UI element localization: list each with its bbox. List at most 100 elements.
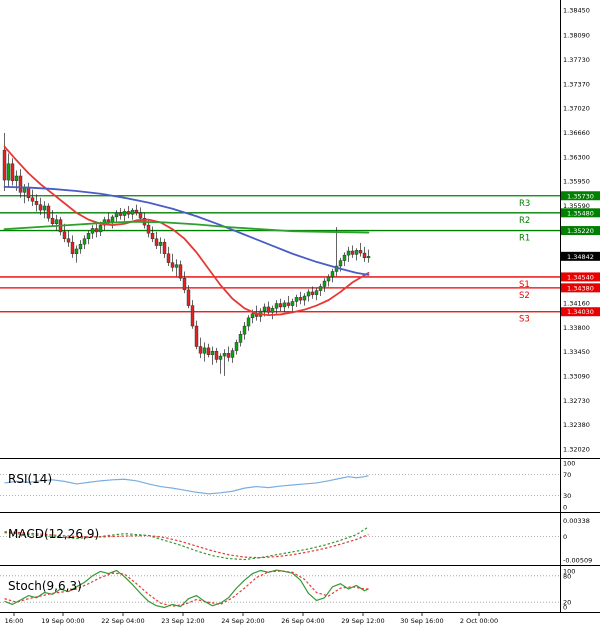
candle-body-down (50, 218, 55, 224)
price-badge-resistance (561, 191, 600, 201)
level-label-r3: R3 (519, 199, 530, 209)
candle-body-up (98, 224, 103, 233)
price-tick-label: 1.35590 (563, 202, 590, 210)
price-badge-support (561, 307, 600, 317)
price-tick-label: 1.32020 (563, 445, 590, 453)
candle-body-up (218, 355, 223, 360)
candle-body-down (166, 253, 171, 263)
candle-body-up (130, 209, 135, 215)
candle-body-up (282, 302, 287, 308)
candle-body-down (358, 250, 363, 254)
time-label: 22 Sep 04:00 (101, 617, 144, 625)
level-label-r2: R2 (519, 216, 530, 226)
candles-layer (2, 133, 371, 376)
candle-body-down (154, 238, 159, 246)
candle-body-down (286, 302, 291, 306)
candle-body-down (182, 278, 187, 291)
candle-body-down (178, 264, 183, 279)
candle-body-down (70, 241, 75, 254)
candle-body-down (194, 325, 199, 347)
candle-body-up (354, 250, 359, 255)
frame-layer (0, 0, 600, 613)
candle-body-down (206, 347, 211, 355)
candle-body-up (306, 291, 311, 297)
price-axis: 1.38450 1.38090 1.37730 1.37370 1.37020 1.366… (561, 7, 600, 453)
price-badge-resistance (561, 208, 600, 218)
candle-body-up (342, 254, 347, 261)
candle-body-up (74, 248, 79, 254)
candle-body-up (82, 238, 87, 245)
candle-body-up (330, 271, 335, 278)
candle-body-up (86, 233, 91, 239)
candle-body-up (234, 342, 239, 351)
candle-body-down (106, 219, 111, 222)
rsi-axis-label: 100 (563, 460, 575, 468)
candle-body-up (54, 219, 59, 224)
candle-body-up (246, 317, 251, 327)
candle-body-down (146, 224, 151, 234)
candle-body-down (198, 346, 203, 354)
candle-body-down (162, 241, 167, 254)
candle-body-up (78, 243, 83, 250)
price-tick-label: 1.38090 (563, 31, 590, 39)
candle-body-up (314, 290, 319, 295)
candle-body-up (366, 256, 371, 259)
rsi-series-rsi (4, 475, 369, 495)
time-label: 29 Sep 12:00 (341, 617, 384, 625)
price-badge-resistance (561, 226, 600, 236)
level-label-s1: S1 (519, 280, 530, 290)
candle-body-down (34, 201, 39, 205)
candle-body-down (170, 262, 175, 268)
ma-line-mid (3, 185, 370, 276)
candle-body-up (42, 205, 47, 211)
level-label-s2: S2 (519, 291, 530, 301)
stoch-series-d (4, 570, 369, 607)
candle-body-down (30, 197, 35, 202)
candle-body-up (346, 250, 351, 256)
candle-body-up (326, 276, 331, 282)
candle-body-up (270, 308, 275, 313)
time-label: 24 Sep 20:00 (221, 617, 264, 625)
macd-panel: 0.00338 0 -0.00509 (0, 517, 592, 565)
candle-body-down (226, 353, 231, 358)
candle-body-up (338, 260, 343, 267)
candle-body-up (122, 211, 127, 216)
stoch-axis-label: 20 (563, 599, 571, 607)
candle-body-up (222, 353, 227, 357)
candle-body-down (94, 228, 99, 233)
candle-body-up (302, 295, 307, 301)
candle-body-up (90, 228, 95, 234)
ma-line-slow (3, 220, 370, 234)
price-tick-label: 1.37730 (563, 56, 590, 64)
price-tick-label: 1.32730 (563, 397, 590, 405)
candle-body-up (242, 325, 247, 335)
candle-body-down (150, 233, 155, 239)
candle-body-down (38, 204, 43, 211)
candle-body-up (174, 264, 179, 268)
level-label-s3: S3 (519, 315, 530, 325)
price-badge-label: 1.35480 (567, 209, 594, 217)
candle-body-up (250, 313, 255, 319)
candle-body-up (318, 286, 323, 291)
candle-body-down (10, 163, 15, 181)
candle-body-up (290, 301, 295, 306)
price-badge-label: 1.34540 (567, 273, 594, 281)
candle-body-down (350, 250, 355, 255)
price-badge-label: 1.34842 (567, 253, 594, 261)
time-axis: 16:00 19 Sep 00:00 22 Sep 04:00 23 Sep 12:0… (5, 612, 498, 625)
candle-body-up (14, 175, 19, 181)
candle-body-up (322, 280, 327, 287)
macd-panel-label: MACD(12,26,9) (8, 527, 100, 541)
price-badge-label: 1.34380 (567, 284, 594, 292)
price-badge-label: 1.34030 (567, 308, 594, 316)
candle-body-up (238, 334, 243, 343)
price-tick-label: 1.32380 (563, 421, 590, 429)
time-label: 16:00 (5, 617, 24, 625)
time-label: 19 Sep 00:00 (41, 617, 84, 625)
ma-line-fast (3, 145, 370, 317)
candle-body-up (210, 351, 215, 355)
time-label: 23 Sep 12:00 (161, 617, 204, 625)
rsi-panel: 100 70 30 0 (0, 460, 575, 512)
